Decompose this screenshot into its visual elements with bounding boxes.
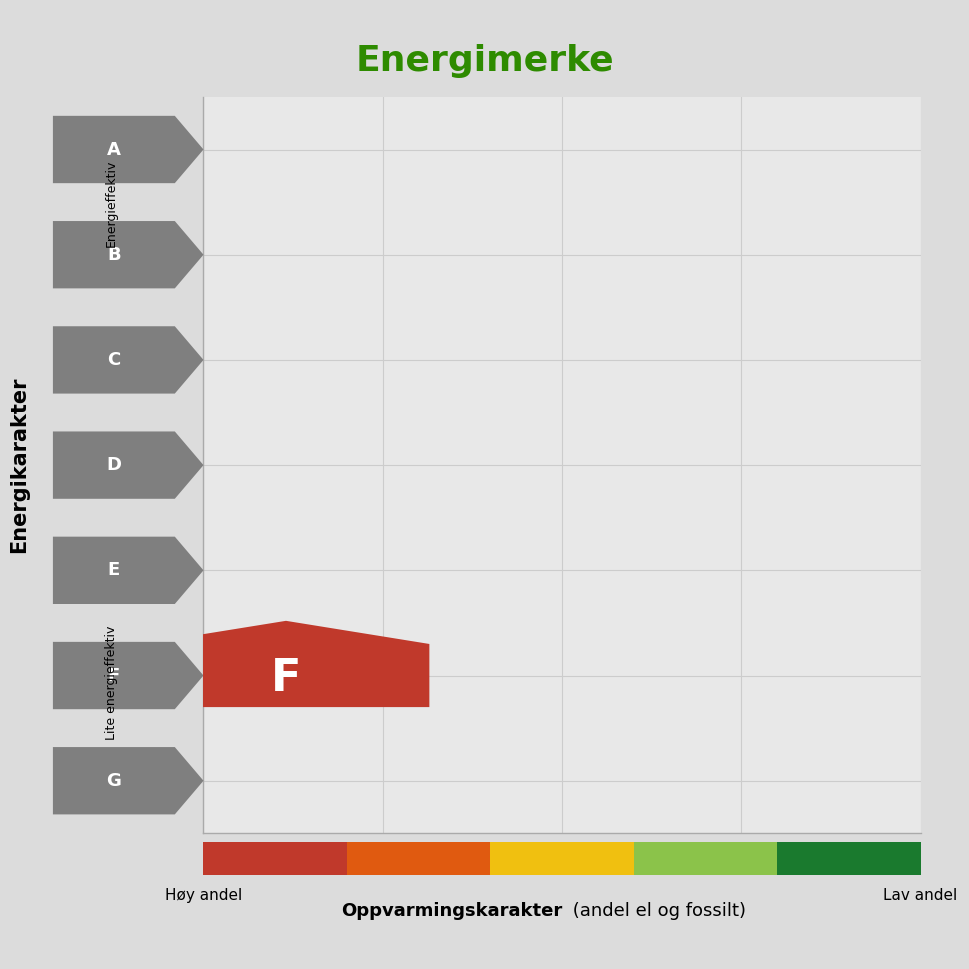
Text: G: G (107, 771, 121, 790)
Text: C: C (108, 351, 120, 369)
Text: F: F (270, 657, 301, 701)
Polygon shape (53, 116, 203, 183)
Polygon shape (53, 221, 203, 289)
Bar (490, 842, 634, 875)
Polygon shape (53, 641, 203, 709)
Text: (andel el og fossilt): (andel el og fossilt) (567, 902, 746, 920)
Text: B: B (107, 246, 121, 264)
Text: Oppvarmingskarakter: Oppvarmingskarakter (341, 902, 562, 920)
Text: Lite energieffektiv: Lite energieffektiv (105, 626, 118, 740)
Text: A: A (107, 141, 121, 159)
Text: E: E (108, 561, 120, 579)
Text: F: F (108, 667, 120, 684)
Text: Energieffektiv: Energieffektiv (105, 160, 118, 247)
Bar (203, 842, 347, 875)
Text: Energimerke: Energimerke (356, 44, 613, 78)
Bar (347, 842, 490, 875)
Text: Lav andel: Lav andel (884, 888, 957, 903)
Text: Høy andel: Høy andel (165, 888, 242, 903)
Polygon shape (53, 327, 203, 393)
Text: Energikarakter: Energikarakter (10, 377, 29, 553)
Bar (634, 842, 777, 875)
Polygon shape (142, 621, 429, 707)
Text: D: D (107, 456, 121, 474)
Bar (777, 842, 921, 875)
Polygon shape (53, 747, 203, 814)
Polygon shape (53, 431, 203, 499)
Polygon shape (53, 537, 203, 604)
